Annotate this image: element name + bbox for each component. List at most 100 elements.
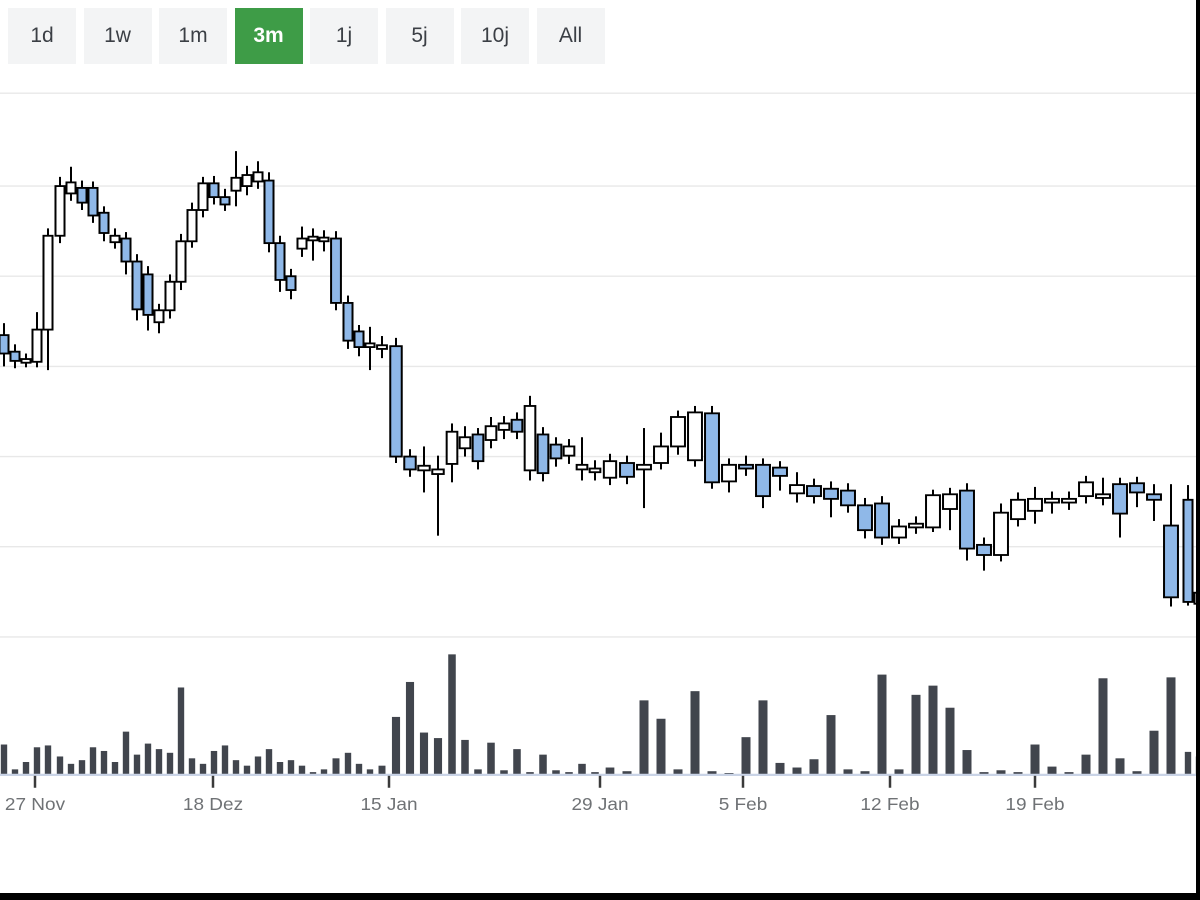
- candle-up: [993, 511, 1009, 556]
- volume-bar: [639, 700, 649, 775]
- candle-up: [523, 405, 537, 472]
- volume-bar: [254, 756, 262, 775]
- candle-down: [120, 237, 132, 263]
- volume-bar: [1184, 751, 1192, 775]
- volume-bar: [945, 707, 955, 775]
- candle-up: [562, 445, 576, 457]
- volume-bar: [526, 772, 534, 775]
- candle-up: [942, 493, 958, 510]
- x-axis-label: 19 Feb: [1005, 794, 1064, 814]
- volume-bar: [298, 765, 306, 775]
- range-button-1d[interactable]: 1d: [8, 8, 76, 64]
- volume-bar: [144, 743, 152, 775]
- candle-up: [687, 411, 703, 462]
- volume-bar: [100, 750, 108, 775]
- volume-bar: [265, 749, 273, 775]
- volume-bar: [1115, 758, 1125, 775]
- right-edge-bar: [1196, 0, 1200, 900]
- volume-bar: [539, 754, 547, 775]
- candle-down: [471, 433, 485, 463]
- volume-bar: [309, 772, 317, 775]
- range-button-10j[interactable]: 10j: [461, 8, 529, 64]
- candle-down: [1163, 524, 1179, 599]
- candle-up: [653, 445, 669, 464]
- candle-up: [318, 236, 330, 243]
- volume-bar: [1030, 744, 1040, 775]
- candle-down: [874, 502, 890, 539]
- volume-bar: [78, 760, 86, 775]
- price-volume-chart[interactable]: 27 Nov 18 Dez 15 Jan 29 Jan 5 Feb 12 Feb 19 Fe…: [0, 72, 1200, 900]
- candle-up: [364, 342, 376, 348]
- volume-bar: [979, 772, 989, 775]
- candle-up: [153, 309, 165, 324]
- candle-down: [536, 433, 550, 475]
- volume-bar: [22, 762, 30, 775]
- candle-up: [891, 525, 907, 539]
- candle-up: [31, 328, 43, 363]
- volume-bar: [707, 771, 717, 775]
- volume-bar: [56, 756, 64, 775]
- volume-bar: [673, 769, 683, 775]
- candle-up: [109, 234, 121, 244]
- candle-up: [252, 171, 264, 183]
- candle-up: [417, 464, 431, 472]
- volume-bar: [591, 772, 599, 775]
- range-button-5j[interactable]: 5j: [385, 8, 454, 64]
- candle-down: [342, 302, 354, 342]
- candle-down: [208, 182, 220, 199]
- volume-bar: [809, 759, 819, 775]
- candle-down: [619, 462, 635, 478]
- candle-up: [1010, 498, 1026, 521]
- range-button-1m[interactable]: 1m: [159, 8, 227, 64]
- candle-up: [458, 436, 472, 450]
- candle-down: [87, 187, 99, 217]
- range-button-1w[interactable]: 1w: [83, 8, 152, 64]
- volume-bar: [962, 750, 972, 775]
- candle-up: [241, 174, 253, 187]
- candle-up: [908, 522, 924, 529]
- candle-down: [823, 487, 839, 500]
- candle-up: [445, 430, 459, 465]
- range-button-1j[interactable]: 1j: [310, 8, 378, 64]
- candle-up: [497, 422, 511, 431]
- candle-down: [9, 350, 21, 362]
- volume-bar: [391, 716, 401, 775]
- volume-bar: [792, 767, 802, 775]
- volume-bar: [500, 770, 508, 775]
- volume-bar: [690, 691, 700, 775]
- range-toolbar: 1d 1w 1m 3m 1j 5j 10j All: [0, 0, 1200, 72]
- candle-up: [20, 358, 32, 364]
- volume-bar: [461, 739, 469, 775]
- candle-down: [738, 463, 754, 470]
- candle-down: [755, 463, 771, 498]
- candle-down: [263, 179, 275, 245]
- candle-down: [806, 485, 822, 498]
- volume-bar: [1166, 677, 1176, 775]
- x-axis-label: 5 Feb: [719, 794, 768, 814]
- range-button-all[interactable]: All: [536, 8, 605, 64]
- candle-up: [1061, 497, 1077, 504]
- candle-down: [510, 418, 524, 433]
- volume-bar: [11, 769, 19, 775]
- bottom-edge-bar: [0, 893, 1200, 900]
- candle-down: [959, 489, 975, 550]
- volume-bar: [487, 742, 495, 775]
- volume-bar: [1013, 772, 1023, 775]
- x-axis-label: 12 Feb: [860, 794, 919, 814]
- candle-up: [431, 468, 445, 475]
- range-button-3m[interactable]: 3m: [234, 8, 303, 64]
- candle-down: [840, 489, 856, 507]
- volume-bar: [287, 760, 295, 775]
- candle-down: [330, 237, 342, 304]
- candle-up: [1078, 481, 1094, 498]
- volume-bar: [166, 752, 174, 775]
- candle-down: [704, 412, 720, 484]
- candle-up: [588, 467, 602, 474]
- volume-bar: [448, 654, 456, 775]
- candle-down: [403, 455, 417, 471]
- volume-bar: [775, 762, 785, 775]
- volume-bar: [605, 767, 615, 775]
- volume-bar: [1081, 754, 1091, 775]
- volume-bar: [552, 770, 560, 775]
